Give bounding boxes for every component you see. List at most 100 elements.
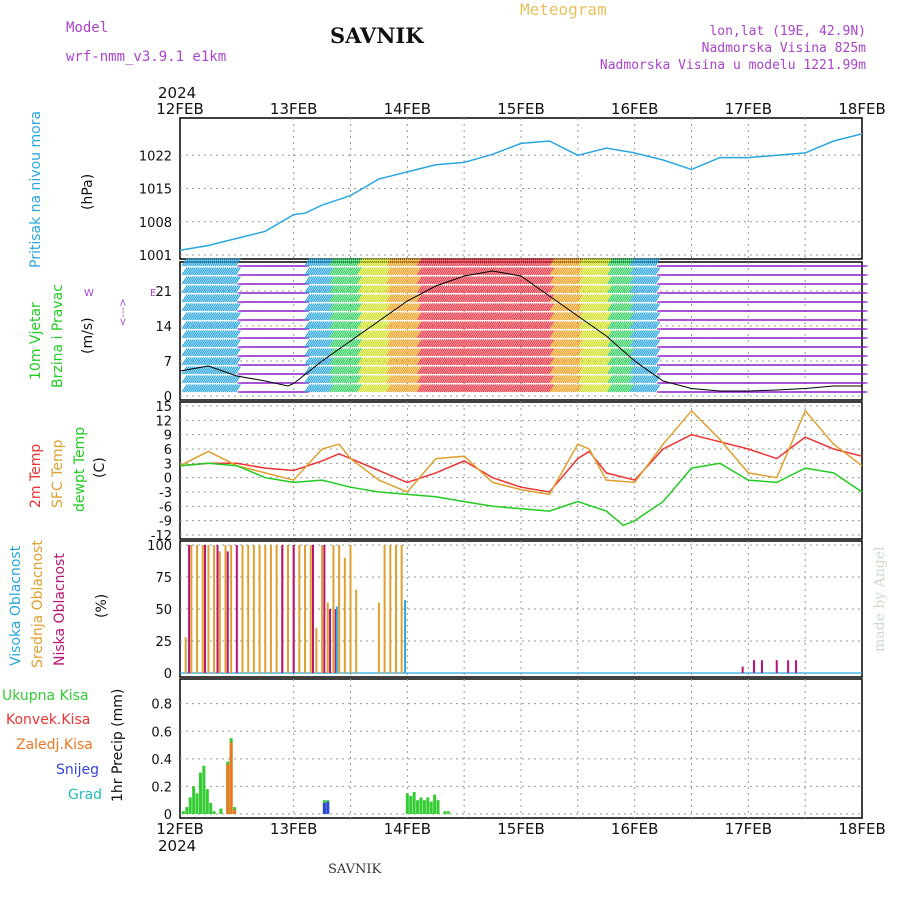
wind-barb (314, 357, 321, 366)
wind-barb (613, 330, 620, 339)
wind-barb (228, 330, 235, 339)
wind-barb (306, 285, 313, 294)
wind-barb (545, 267, 552, 276)
wind-barb (566, 366, 573, 375)
wind-barb (556, 258, 563, 267)
wind-barb (402, 384, 409, 393)
wind-barb (218, 375, 225, 384)
wind-barb (392, 366, 399, 375)
wind-barb (355, 366, 362, 375)
wind-barb (212, 258, 219, 267)
wind-barb (492, 312, 499, 321)
wind-barb (609, 276, 616, 285)
wind-barb (400, 267, 407, 276)
wind-barb (349, 258, 356, 267)
wind-barb (392, 375, 399, 384)
wind-barb (521, 384, 528, 393)
wind-barb (304, 330, 311, 339)
xtick-bottom: 18FEB (838, 820, 885, 838)
wind-barb (210, 357, 217, 366)
wind-barb (484, 357, 491, 366)
wind-barb (220, 375, 227, 384)
wind-barb (189, 267, 196, 276)
wind-barb (208, 303, 215, 312)
wind-barb (650, 321, 657, 330)
wind-barb (445, 303, 452, 312)
wind-barb (574, 267, 581, 276)
wind-barb (635, 384, 642, 393)
wind-barb (486, 366, 493, 375)
wind-barb (611, 276, 618, 285)
wind-barb (357, 357, 364, 366)
wind-barb (312, 321, 319, 330)
wind-barb (445, 375, 452, 384)
wind-barb (210, 303, 217, 312)
wind-barb (494, 348, 501, 357)
wind-barb (361, 258, 368, 267)
wind-barb (400, 294, 407, 303)
wind-barb (613, 312, 620, 321)
wind-barb (586, 285, 593, 294)
wind-barb (327, 285, 333, 294)
wind-barb (521, 285, 528, 294)
wind-barb (204, 285, 211, 294)
wind-barb (349, 312, 356, 321)
wind-barb (396, 258, 403, 267)
wind-barb (494, 384, 501, 393)
wind-barb (541, 258, 548, 267)
wind-barb (437, 285, 444, 294)
ytick-temperature: 9 (164, 429, 172, 444)
wind-barb (415, 303, 421, 312)
wind-barb (370, 384, 376, 393)
wind-barb (214, 330, 221, 339)
wind-barb (183, 375, 190, 384)
wind-barb (425, 303, 432, 312)
wind-barb (408, 276, 415, 285)
wind-barb (539, 276, 546, 285)
wind-barb (486, 294, 493, 303)
wind-barb (498, 258, 505, 267)
wind-barb (425, 294, 432, 303)
wind-barb (574, 384, 581, 393)
wind-barb (478, 348, 485, 357)
wind-barb (457, 330, 464, 339)
wind-barb (425, 330, 432, 339)
wind-barb (625, 312, 632, 321)
wind-barb (396, 285, 403, 294)
wind-barb (324, 321, 331, 330)
wind-barb (380, 339, 387, 348)
wind-barb (564, 267, 571, 276)
wind-barb (460, 357, 466, 366)
wind-barb (208, 339, 215, 348)
wind-barb (367, 285, 374, 294)
wind-barb (351, 384, 358, 393)
wind-barb (556, 375, 563, 384)
wind-barb (613, 276, 620, 285)
wind-barb (646, 294, 653, 303)
wind-barb (513, 267, 520, 276)
wind-barb (460, 312, 466, 321)
wind-barb (318, 285, 325, 294)
wind-barb (505, 384, 511, 393)
wind-barb (417, 357, 423, 366)
wind-barb (339, 348, 346, 357)
wind-barb (404, 348, 411, 357)
wind-barb (329, 366, 335, 375)
wind-barb (437, 384, 444, 393)
wind-barb (572, 357, 579, 366)
wind-barb (216, 321, 223, 330)
wind-barb (599, 258, 606, 267)
wind-barb (593, 357, 599, 366)
wind-barb (470, 276, 477, 285)
wind-barb (447, 285, 454, 294)
wind-barb (562, 330, 569, 339)
wind-barb (484, 303, 491, 312)
wind-barb (455, 330, 462, 339)
wind-barb (519, 267, 526, 276)
wind-barb (619, 366, 626, 375)
wind-barb (335, 258, 342, 267)
wind-barb (408, 339, 415, 348)
wind-barb (433, 276, 440, 285)
wind-barb (550, 348, 556, 357)
wind-barb (345, 375, 352, 384)
